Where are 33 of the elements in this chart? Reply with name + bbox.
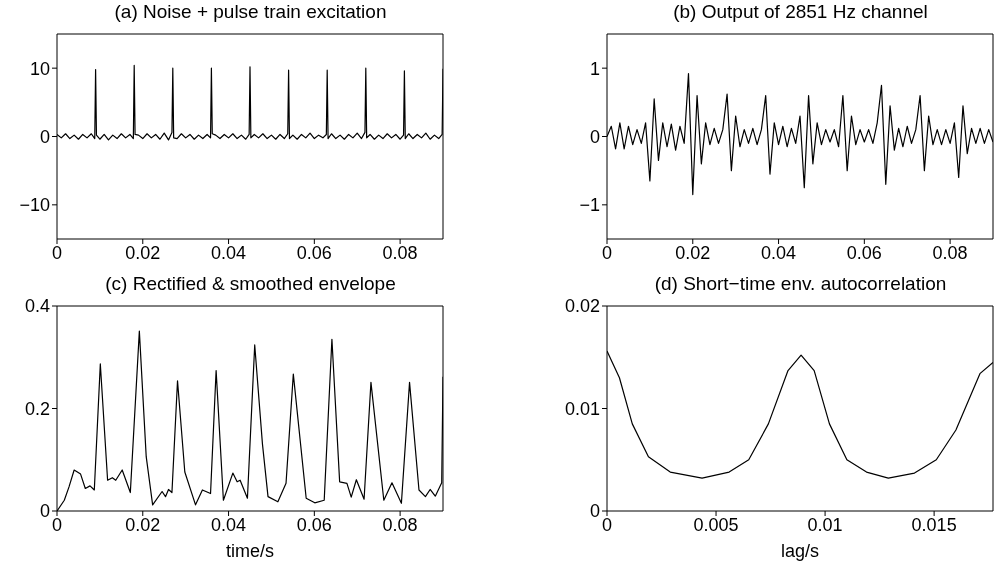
x-tick-label: 0.04 (761, 242, 797, 263)
x-tick-label: 0.02 (675, 242, 711, 263)
y-tick-label: 0 (39, 501, 50, 522)
x-tick-label: 0.005 (693, 514, 739, 535)
x-tick-label: 0.06 (296, 514, 332, 535)
y-tick-label: 0.02 (564, 296, 600, 317)
x-tick-label: 0.01 (807, 514, 843, 535)
y-tick-label: 1 (589, 58, 600, 79)
x-axis-title: lag/s (780, 541, 820, 561)
y-tick-label: −1 (579, 195, 600, 216)
x-tick-label: 0.02 (125, 242, 161, 263)
x-tick-label: 0.08 (382, 242, 418, 263)
y-tick-label: 0 (589, 501, 600, 522)
chart-title: (d) Short−time env. autocorrelation (653, 273, 948, 295)
y-tick-label: −10 (19, 195, 50, 216)
y-tick-label: 10 (29, 58, 50, 79)
x-tick-label: 0.02 (125, 514, 161, 535)
x-tick-label: 0.08 (382, 514, 418, 535)
y-tick-label: 0.2 (24, 398, 50, 419)
y-tick-label: 0.4 (24, 296, 50, 317)
x-tick-label: 0.04 (211, 242, 247, 263)
x-tick-label: 0.06 (846, 242, 882, 263)
y-tick-label: 0 (589, 126, 600, 147)
x-tick-label: 0.015 (911, 514, 957, 535)
chart-title: (a) Noise + pulse train excitation (113, 1, 388, 23)
y-tick-label: 0 (39, 126, 50, 147)
x-tick-label: 0.06 (296, 242, 332, 263)
y-tick-label: 0.01 (564, 398, 600, 419)
chart-title: (c) Rectified & smoothed envelope (104, 273, 397, 295)
chart-title: (b) Output of 2851 Hz channel (672, 1, 929, 23)
x-tick-label: 0.04 (211, 514, 247, 535)
x-tick-label: 0.08 (932, 242, 968, 263)
x-axis-title: time/s (225, 541, 275, 561)
